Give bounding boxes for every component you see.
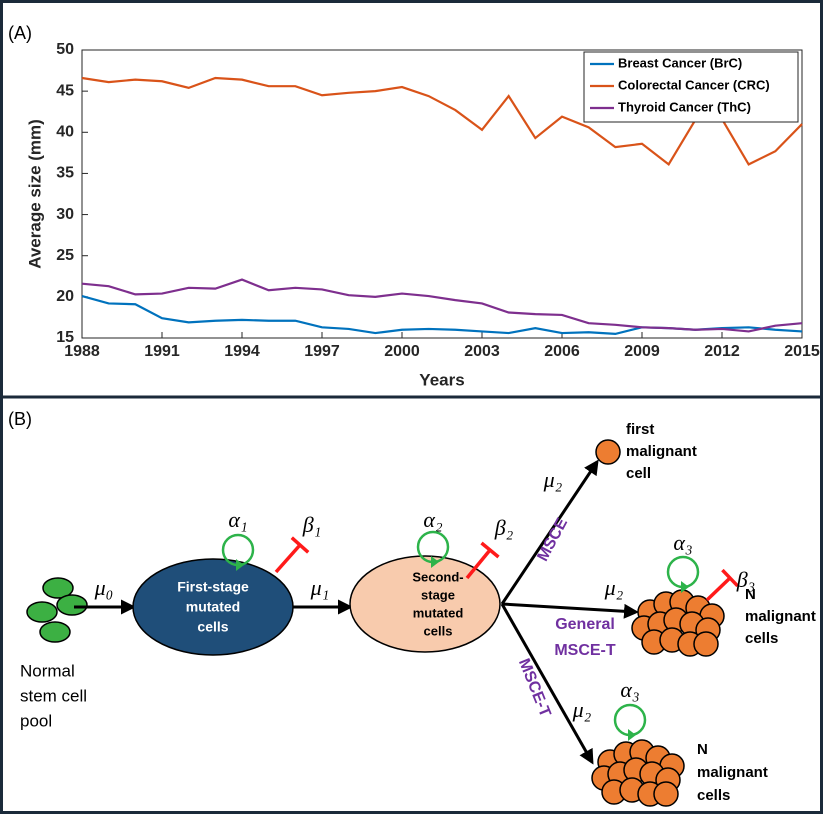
x-axis-label: Years [419,370,464,389]
rate-label: α₁ [228,507,247,532]
figure: (A)1520253035404550198819911994199720002… [0,0,823,814]
malignant-cell [654,782,678,806]
stem-cell [40,622,70,642]
rate-label: α₃ [673,530,692,555]
n-malignant-label: N [745,586,756,603]
n-malignant-label: malignant [745,608,816,625]
inhibition-line [707,578,730,600]
first-malignant-label: malignant [626,443,697,460]
rate-label: μ₁ [310,575,330,600]
n-malignant-label: cells [745,630,778,647]
second-stage-label: cells [424,623,453,638]
model-label: MSCE [534,515,571,564]
first-malignant-cell [596,440,620,464]
x-tick-label: 2015 [784,343,820,360]
first-stage-label: cells [197,619,228,635]
rate-label: β₂ [494,515,514,540]
model-label: MSCE-T [515,656,554,719]
x-tick-label: 2000 [384,343,420,360]
x-tick-label: 2003 [464,343,500,360]
first-malignant-label: first [626,421,654,438]
second-stage-label: stage [421,587,455,602]
legend-label: Thyroid Cancer (ThC) [618,99,751,114]
arrow [502,604,636,612]
y-tick-label: 45 [56,82,74,99]
x-tick-label: 2006 [544,343,580,360]
x-tick-label: 1991 [144,343,180,360]
stem-pool-label: pool [20,711,52,730]
rate-label: μ₂ [543,467,563,492]
model-label: MSCE-T [554,642,616,659]
x-tick-label: 1997 [304,343,340,360]
n-malignant-label: malignant [697,764,768,781]
rate-label: μ₂ [604,575,624,600]
first-stage-label: First-stage [177,579,249,595]
legend-label: Colorectal Cancer (CRC) [618,77,770,92]
y-tick-label: 30 [56,206,74,223]
rate-label: β₁ [302,512,322,537]
n-malignant-label: N [697,741,708,758]
y-tick-label: 50 [56,41,74,58]
inhibition-line [276,545,300,572]
legend-label: Breast Cancer (BrC) [618,55,742,70]
stem-pool-label: Normal [20,661,75,680]
x-tick-label: 1994 [224,343,260,360]
rate-label: μ₂ [572,697,592,722]
first-stage-label: mutated [186,599,240,615]
loop-arrowhead [628,729,636,741]
stem-pool-label: stem cell [20,686,87,705]
malignant-cell [694,632,718,656]
y-tick-label: 20 [56,288,74,305]
first-malignant-label: cell [626,465,651,482]
rate-label: α₃ [620,677,639,702]
x-tick-label: 2012 [704,343,740,360]
second-stage-label: Second- [412,569,463,584]
stem-cell [57,595,87,615]
second-stage-label: mutated [413,605,464,620]
y-tick-label: 25 [56,247,74,264]
model-label: General [555,616,615,633]
x-tick-label: 1988 [64,343,100,360]
rate-label: α₂ [423,507,443,532]
stem-cell [27,602,57,622]
x-tick-label: 2009 [624,343,660,360]
y-axis-label: Average size (mm) [25,119,44,269]
panel-label: (A) [8,23,32,43]
page: {"chart_data": {"type": "line", "panel_l… [0,0,823,814]
n-malignant-label: cells [697,787,730,804]
y-tick-label: 40 [56,124,74,141]
panel-label: (B) [8,409,32,429]
rate-label: μ₀ [94,575,114,600]
y-tick-label: 35 [56,165,74,182]
